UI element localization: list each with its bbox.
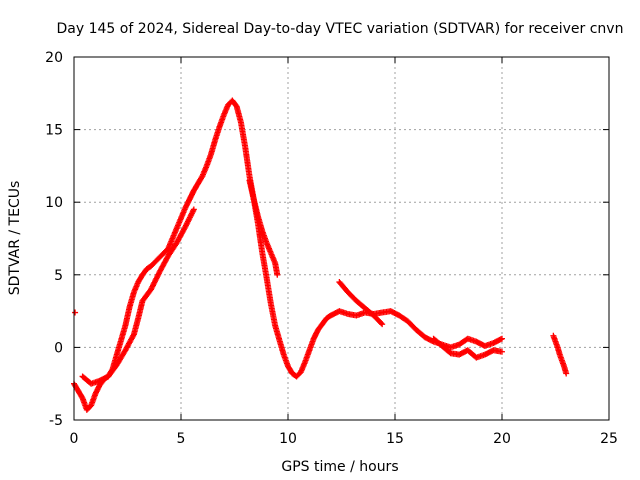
- data-point: [499, 348, 505, 355]
- data-point: [190, 206, 197, 213]
- series-secondary-trace: [79, 206, 197, 387]
- data-point: [150, 280, 157, 287]
- data-point: [186, 215, 193, 222]
- data-point: [183, 221, 190, 228]
- x-tick-label: 0: [70, 431, 79, 447]
- plot-frame: [73, 56, 610, 421]
- y-tick-label: -5: [49, 413, 63, 429]
- data-point: [378, 320, 385, 327]
- data-point: [78, 394, 85, 401]
- data-point: [154, 272, 161, 279]
- data-point: [198, 174, 205, 181]
- data-point: [187, 213, 194, 220]
- x-tick-label: 25: [600, 431, 618, 447]
- data-points: [71, 97, 570, 413]
- y-axis-label: SDTVAR / TECUs: [7, 181, 23, 296]
- data-point: [499, 335, 505, 342]
- data-point: [274, 271, 281, 278]
- data-point: [149, 283, 156, 290]
- y-tick-label: 15: [45, 123, 63, 139]
- data-point: [155, 271, 162, 278]
- y-tick-label: 20: [45, 50, 63, 66]
- data-point: [185, 217, 192, 224]
- data-point: [190, 207, 197, 214]
- series-low-branch: [430, 335, 505, 361]
- data-point: [148, 284, 155, 291]
- y-tick-label: 10: [45, 195, 63, 211]
- x-tick-label: 5: [177, 431, 186, 447]
- x-axis-label: GPS time / hours: [281, 459, 398, 475]
- data-point: [379, 321, 386, 328]
- data-point: [182, 223, 189, 230]
- series-late-segment: [550, 332, 570, 377]
- data-point: [188, 211, 195, 218]
- chart-title: Day 145 of 2024, Sidereal Day-to-day VTE…: [57, 21, 624, 37]
- series-mid-arc-branch: [336, 279, 386, 328]
- y-tick-label: 0: [54, 340, 63, 356]
- data-point: [153, 275, 160, 282]
- data-point: [188, 210, 195, 217]
- data-point: [150, 282, 157, 289]
- data-point: [151, 278, 158, 285]
- x-tick-label: 20: [493, 431, 511, 447]
- data-point: [182, 222, 189, 229]
- data-point: [186, 214, 193, 221]
- data-point: [151, 279, 158, 286]
- data-point: [563, 370, 570, 377]
- data-point: [189, 209, 196, 216]
- grid: [74, 57, 609, 420]
- data-point: [184, 218, 191, 225]
- y-tick-label: 5: [54, 268, 63, 284]
- data-point: [130, 332, 137, 339]
- tick-labels: 0 5 10 15 20 25 -5 0 5 10 15 20: [45, 50, 618, 447]
- data-point: [153, 274, 160, 281]
- data-point: [184, 219, 191, 226]
- data-point: [152, 276, 159, 283]
- series-main-trace: [71, 97, 505, 413]
- data-point: [72, 309, 79, 316]
- x-tick-label: 10: [279, 431, 297, 447]
- x-tick-label: 15: [386, 431, 404, 447]
- data-point: [148, 286, 155, 293]
- ticks: [73, 56, 610, 421]
- series-spike-branch: [246, 177, 281, 278]
